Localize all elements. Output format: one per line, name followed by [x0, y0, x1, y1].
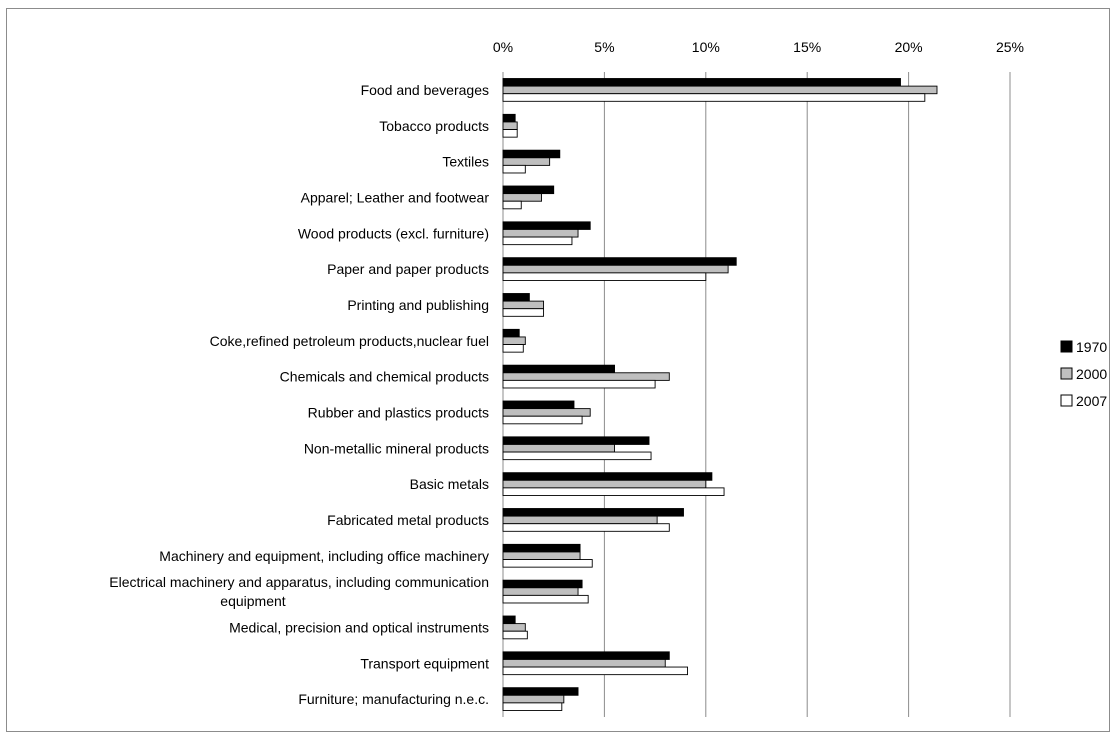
bar-1970 [502, 185, 555, 195]
legend-label-2000: 2000 [1076, 366, 1107, 382]
category-label: equipment [220, 593, 285, 609]
bar-2000 [502, 587, 579, 596]
bar-2007 [502, 379, 656, 389]
bar-2000 [502, 228, 579, 238]
x-tick-label: 20% [895, 39, 923, 55]
category-label: Machinery and equipment, including offic… [159, 548, 489, 564]
legend-swatch-2007 [1060, 394, 1073, 407]
bar-2007 [502, 630, 528, 640]
bar-1970 [502, 364, 615, 374]
bar-2007 [502, 308, 545, 317]
bar-1970 [502, 293, 530, 302]
bar-2000 [502, 85, 938, 95]
bar-2007 [502, 272, 707, 281]
legend-label-1970: 1970 [1076, 339, 1107, 355]
x-tick-label: 15% [793, 39, 821, 55]
bar-1970 [502, 543, 581, 553]
bar-2000 [502, 551, 581, 561]
bar-2000 [502, 336, 526, 346]
bar-1970 [502, 400, 575, 410]
bar-2007 [502, 93, 926, 102]
bar-2007 [502, 451, 652, 461]
x-tick-label: 10% [692, 39, 720, 55]
bar-2000 [502, 444, 615, 453]
category-label: Medical, precision and optical instrumen… [229, 619, 489, 635]
category-label: Transport equipment [360, 655, 489, 671]
bar-2000 [502, 694, 565, 704]
category-label: Paper and paper products [327, 261, 489, 277]
bar-2000 [502, 623, 526, 632]
bar-2000 [502, 479, 707, 489]
bar-2007 [502, 164, 526, 174]
bar-2007 [502, 702, 563, 711]
bar-1970 [502, 221, 591, 230]
bar-1970 [502, 436, 650, 445]
bar-1970 [502, 257, 737, 266]
bar-2007 [502, 344, 524, 353]
bar-1970 [502, 149, 561, 159]
bar-2000 [502, 408, 591, 417]
category-label: Non-metallic mineral products [304, 440, 489, 456]
bar-2000 [502, 372, 670, 381]
bar-2007 [502, 236, 573, 246]
category-label: Food and beverages [361, 82, 489, 98]
bar-2007 [502, 559, 593, 568]
bar-2000 [502, 515, 658, 525]
bar-2000 [502, 121, 518, 130]
category-label: Chemicals and chemical products [280, 369, 489, 385]
bar-2000 [502, 193, 542, 202]
bar-2007 [502, 415, 583, 425]
bar-1970 [502, 687, 579, 696]
bar-1970 [502, 78, 901, 87]
category-label: Basic metals [410, 476, 489, 492]
category-label: Textiles [442, 154, 489, 170]
category-label: Rubber and plastics products [308, 404, 489, 420]
bar-2007 [502, 200, 522, 210]
bar-2007 [502, 594, 589, 604]
category-label: Coke,refined petroleum products,nuclear … [210, 333, 489, 349]
bar-2007 [502, 487, 725, 496]
bar-1970 [502, 579, 583, 589]
bar-1970 [502, 615, 516, 625]
legend-label-2007: 2007 [1076, 393, 1107, 409]
bar-2000 [502, 300, 545, 310]
bar-2007 [502, 523, 670, 532]
bar-1970 [502, 651, 670, 660]
x-tick-label: 0% [493, 39, 513, 55]
category-label: Apparel; Leather and footwear [301, 189, 490, 205]
category-label: Furniture; manufacturing n.e.c. [298, 691, 489, 707]
bar-2000 [502, 264, 729, 274]
category-label: Wood products (excl. furniture) [298, 225, 489, 241]
bar-2000 [502, 659, 666, 668]
x-tick-label: 25% [996, 39, 1024, 55]
legend-swatch-1970 [1060, 340, 1073, 353]
bar-2007 [502, 666, 688, 676]
category-label: Printing and publishing [347, 297, 489, 313]
category-label: Tobacco products [379, 118, 489, 134]
bar-2000 [502, 157, 551, 166]
bar-1970 [502, 508, 684, 517]
bar-1970 [502, 328, 520, 338]
bar-1970 [502, 472, 713, 481]
bar-1970 [502, 113, 516, 123]
bar-2007 [502, 129, 518, 138]
category-label: Fabricated metal products [327, 512, 489, 528]
category-label: Electrical machinery and apparatus, incl… [109, 574, 489, 590]
legend-swatch-2000 [1060, 367, 1073, 380]
x-tick-label: 5% [594, 39, 614, 55]
